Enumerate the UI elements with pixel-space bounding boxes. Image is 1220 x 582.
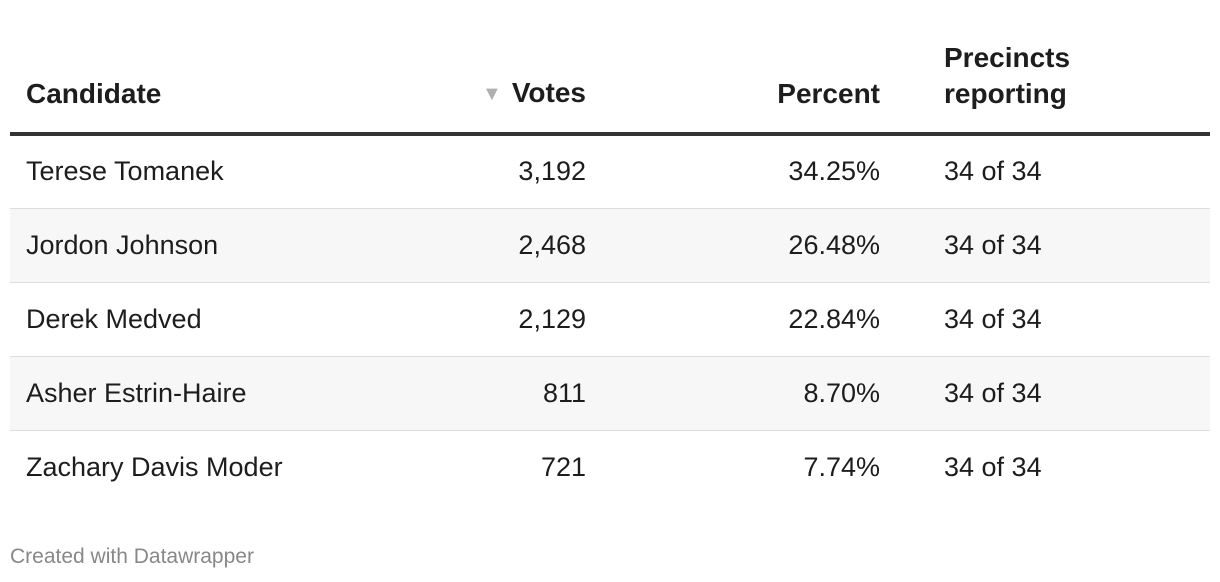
cell-precincts: 34 of 34	[880, 282, 1210, 357]
cell-precincts: 34 of 34	[880, 356, 1210, 431]
column-header-percent[interactable]: Percent	[586, 0, 880, 136]
column-header-candidate[interactable]: Candidate	[10, 0, 480, 136]
results-table: Candidate ▼ Votes Percent Precincts report…	[10, 0, 1210, 504]
cell-percent: 7.74%	[803, 451, 880, 482]
table-row: Derek Medved 2,129 22.84% 34 of 34	[10, 282, 1210, 357]
column-header-percent-label: Percent	[777, 78, 880, 109]
column-header-votes[interactable]: ▼ Votes	[480, 0, 586, 136]
table-row: Zachary Davis Moder 721 7.74% 34 of 34	[10, 430, 1210, 504]
column-header-precincts-line2: reporting	[944, 78, 1067, 109]
cell-candidate: Zachary Davis Moder	[26, 451, 283, 482]
cell-percent: 22.84%	[586, 282, 880, 357]
table-body: Terese Tomanek 3,192 34.25% 34 of 34 Jor…	[10, 134, 1210, 504]
cell-votes: 2,468	[480, 208, 586, 283]
cell-percent: 26.48%	[586, 208, 880, 283]
table-row: Asher Estrin-Haire 811 8.70% 34 of 34	[10, 356, 1210, 431]
cell-candidate: Jordon Johnson	[10, 208, 480, 283]
column-header-votes-label: Votes	[511, 77, 586, 108]
footer-credit: Created with Datawrapper	[10, 545, 254, 568]
cell-percent: 8.70%	[586, 356, 880, 431]
column-header-precincts-line1: Precincts	[944, 42, 1071, 73]
cell-votes: 2,129	[480, 282, 586, 357]
cell-candidate: Terese Tomanek	[10, 134, 480, 209]
table-header: Candidate ▼ Votes Percent Precincts report…	[10, 0, 1210, 136]
cell-precincts: 34 of 34	[944, 451, 1042, 482]
cell-precincts: 34 of 34	[880, 208, 1210, 283]
cell-votes: 811	[480, 356, 586, 431]
results-table-container: Candidate ▼ Votes Percent Precincts report…	[10, 0, 1210, 504]
sort-descending-icon[interactable]: ▼	[482, 83, 502, 105]
cell-precincts: 34 of 34	[880, 134, 1210, 209]
table-row: Terese Tomanek 3,192 34.25% 34 of 34	[10, 134, 1210, 209]
column-header-candidate-label: Candidate	[26, 78, 162, 109]
cell-percent: 34.25%	[586, 134, 880, 209]
header-row: Candidate ▼ Votes Percent Precincts report…	[10, 0, 1210, 136]
cell-candidate: Asher Estrin-Haire	[10, 356, 480, 431]
column-header-precincts[interactable]: Precincts reporting	[880, 0, 1210, 136]
cell-candidate: Derek Medved	[10, 282, 480, 357]
cell-votes: 3,192	[480, 134, 586, 209]
cell-votes: 721	[540, 451, 586, 482]
table-row: Jordon Johnson 2,468 26.48% 34 of 34	[10, 208, 1210, 283]
